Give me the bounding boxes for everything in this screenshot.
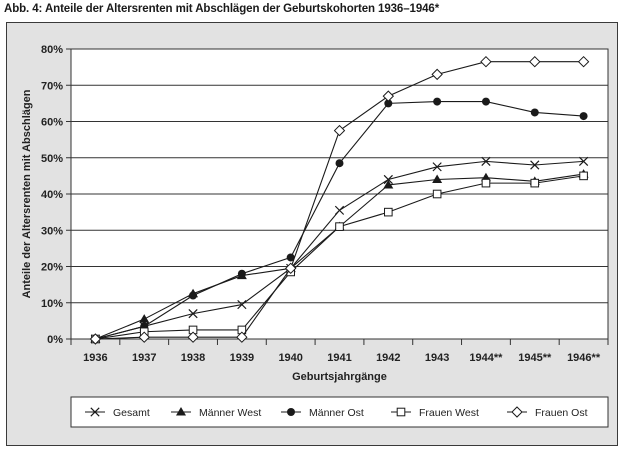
data-point-frauen-ost xyxy=(431,68,443,81)
data-point-maenner-ost xyxy=(481,97,490,106)
y-tick-label: 80% xyxy=(41,44,63,56)
x-tick-label: 1941 xyxy=(327,352,351,364)
series-frauen-west xyxy=(91,171,588,344)
line-chart: 0%10%20%30%40%50%60%70%80% 1936 1937 1938 1… xyxy=(21,44,609,428)
x-tick-label: 1943 xyxy=(425,352,449,364)
y-tick-label: 10% xyxy=(41,298,63,310)
x-axis-title: Geburtsjahrgänge xyxy=(292,371,387,383)
y-tick-label: 30% xyxy=(41,225,63,237)
legend-item-gesamt: Gesamt xyxy=(85,407,150,419)
x-tick-label: 1946** xyxy=(567,352,601,364)
legend-marker-frauen-ost xyxy=(511,406,523,418)
data-point-frauen-ost xyxy=(284,262,297,275)
data-point-frauen-west xyxy=(384,207,393,217)
data-point-frauen-west xyxy=(530,178,540,188)
data-point-frauen-ost xyxy=(89,333,102,345)
y-tick-label: 70% xyxy=(41,80,63,92)
data-point-gesamt xyxy=(334,205,345,215)
y-tick-label: 40% xyxy=(41,189,63,201)
legend-label: Männer West xyxy=(199,407,261,419)
series-frauen-ost xyxy=(89,55,590,345)
x-tick-label: 1938 xyxy=(181,352,205,364)
x-tick-label: 1940 xyxy=(278,352,302,364)
data-point-maenner-ost xyxy=(335,159,344,168)
series-gesamt xyxy=(90,156,589,344)
chart-frame: 0% 10% 20% 30% 40% 50% 60% 70% 80% 1936 1937 1938 1… xyxy=(6,22,618,446)
data-point-gesamt xyxy=(530,160,540,170)
data-point-gesamt xyxy=(188,309,198,319)
data-point-maenner-west xyxy=(139,314,150,323)
data-point-maenner-ost xyxy=(433,97,442,106)
legend-marker-maenner-ost xyxy=(287,408,295,416)
x-tick-label: 1944** xyxy=(469,352,503,364)
x-tick-label: 1942 xyxy=(376,352,400,364)
data-point-maenner-ost xyxy=(384,99,393,108)
legend-item-frauen-west: Frauen West xyxy=(391,407,479,419)
data-point-frauen-west xyxy=(432,189,442,199)
data-point-gesamt xyxy=(237,299,247,310)
data-point-frauen-ost xyxy=(382,90,395,102)
legend-item-frauen-ost: Frauen Ost xyxy=(507,406,588,419)
y-tick-label: 50% xyxy=(41,153,63,165)
data-point-frauen-ost xyxy=(577,55,590,68)
legend-marker-maenner-west xyxy=(176,407,186,416)
data-point-maenner-ost xyxy=(579,112,588,121)
data-point-gesamt xyxy=(481,156,491,166)
legend-label: Gesamt xyxy=(113,407,150,419)
legend-marker-frauen-west xyxy=(396,407,406,417)
y-tick-label: 20% xyxy=(41,262,63,274)
legend: Gesamt Männer West Männer Ost Frauen West Fr… xyxy=(85,406,588,419)
data-point-frauen-ost xyxy=(236,331,248,343)
data-point-frauen-west xyxy=(481,178,491,188)
data-point-frauen-west xyxy=(579,171,588,181)
data-point-frauen-ost xyxy=(187,331,199,343)
data-point-maenner-ost xyxy=(237,269,246,278)
legend-item-maenner-west: Männer West xyxy=(171,407,261,419)
data-point-frauen-west xyxy=(335,222,344,231)
y-axis-title: Anteile der Altersrenten mit Abschlägen xyxy=(21,89,33,298)
data-point-frauen-ost xyxy=(529,55,541,68)
y-tick-label: 0% xyxy=(47,334,63,346)
legend-label: Frauen Ost xyxy=(535,407,588,419)
y-tick-label: 60% xyxy=(41,117,63,129)
data-point-maenner-west xyxy=(383,179,394,189)
x-tick-labels: 1936 1937 1938 1939 1940 1941 1942 1943 1944** 19… xyxy=(83,352,601,364)
data-point-frauen-ost xyxy=(333,124,346,137)
x-tick-label: 1936 xyxy=(83,352,107,364)
x-tick-label: 1939 xyxy=(230,352,254,364)
data-point-maenner-ost xyxy=(189,291,198,300)
data-point-frauen-ost xyxy=(480,55,492,68)
x-tick-label: 1945** xyxy=(518,352,552,364)
data-point-gesamt xyxy=(383,174,393,185)
series-lines xyxy=(89,55,590,345)
legend-marker-gesamt xyxy=(90,407,100,417)
legend-item-maenner-ost: Männer Ost xyxy=(281,407,364,419)
data-point-maenner-ost xyxy=(286,253,295,262)
data-point-maenner-ost xyxy=(530,108,539,117)
data-point-frauen-ost xyxy=(138,331,150,343)
x-tick-label: 1937 xyxy=(132,352,156,364)
data-point-gesamt xyxy=(578,156,589,166)
data-point-maenner-west xyxy=(432,174,443,183)
y-tick-labels: 0% 10% 20% 30% 40% 50% 60% 70% 80% xyxy=(41,44,63,346)
legend-label: Männer Ost xyxy=(309,407,364,419)
legend-label: Frauen West xyxy=(419,407,479,419)
series-maenner-ost xyxy=(91,97,588,343)
figure-title: Abb. 4: Anteile der Altersrenten mit Abs… xyxy=(4,3,440,15)
data-point-gesamt xyxy=(432,162,442,172)
